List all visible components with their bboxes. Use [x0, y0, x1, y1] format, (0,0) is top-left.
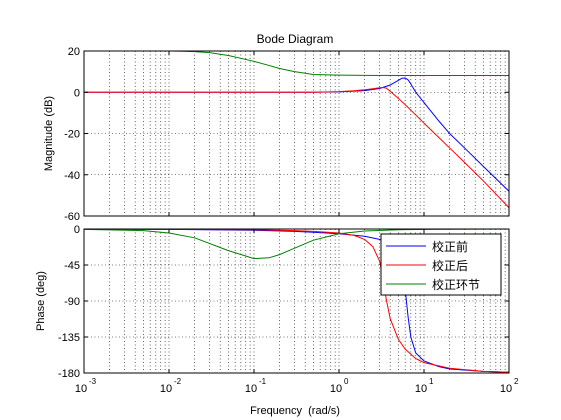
frequency-tick-label: 10: [330, 383, 342, 395]
frequency-tick-label: 10: [75, 383, 87, 395]
phase-series-2: [83, 228, 510, 260]
legend-label-1: 校正后: [432, 258, 468, 273]
phase-ytick-label: -180: [58, 368, 80, 380]
legend-label-2: 校正环节: [432, 277, 480, 292]
magnitude-ticks: 20 0 -20 -40 -60: [64, 46, 510, 223]
frequency-tick-label: 10: [245, 383, 257, 395]
magnitude-ytick-label: -20: [64, 129, 80, 141]
magnitude-series-0: [84, 77, 510, 192]
frequency-xlabel: Frequency (rad/s): [250, 405, 340, 417]
frequency-tick-exponent: 1: [429, 377, 434, 386]
frequency-tick-exponent: -2: [174, 377, 182, 386]
frequency-tick-exponent: -1: [259, 377, 267, 386]
magnitude-axes: 20 0 -20 -40 -60 Magnitude (dB): [43, 46, 510, 223]
magnitude-ytick-label: 0: [74, 87, 80, 99]
magnitude-ylabel: Magnitude (dB): [43, 96, 55, 171]
legend-label-0: 校正前: [432, 239, 468, 254]
frequency-tick-label: 10: [500, 383, 512, 395]
phase-ytick-label: 0: [74, 224, 80, 236]
frequency-tick-exponent: 0: [344, 377, 349, 386]
phase-ytick-label: -90: [64, 296, 80, 308]
phase-ytick-label: -135: [58, 332, 80, 344]
magnitude-ytick-label: -60: [64, 211, 80, 223]
phase-ticks: 0 -45 -90 -135 -180: [58, 224, 510, 380]
frequency-tick-exponent: 2: [514, 377, 519, 386]
frequency-tick-exponent: -3: [89, 377, 97, 386]
magnitude-ytick-label: 20: [68, 46, 80, 58]
magnitude-series-1: [84, 87, 510, 209]
chart-title: Bode Diagram: [257, 32, 334, 46]
magnitude-ytick-label: -40: [64, 170, 80, 182]
phase-ytick-label: -45: [64, 260, 80, 272]
phase-ylabel: Phase (deg): [35, 271, 47, 331]
frequency-tick-label: 10: [160, 383, 172, 395]
frequency-tick-label: 10: [415, 383, 427, 395]
